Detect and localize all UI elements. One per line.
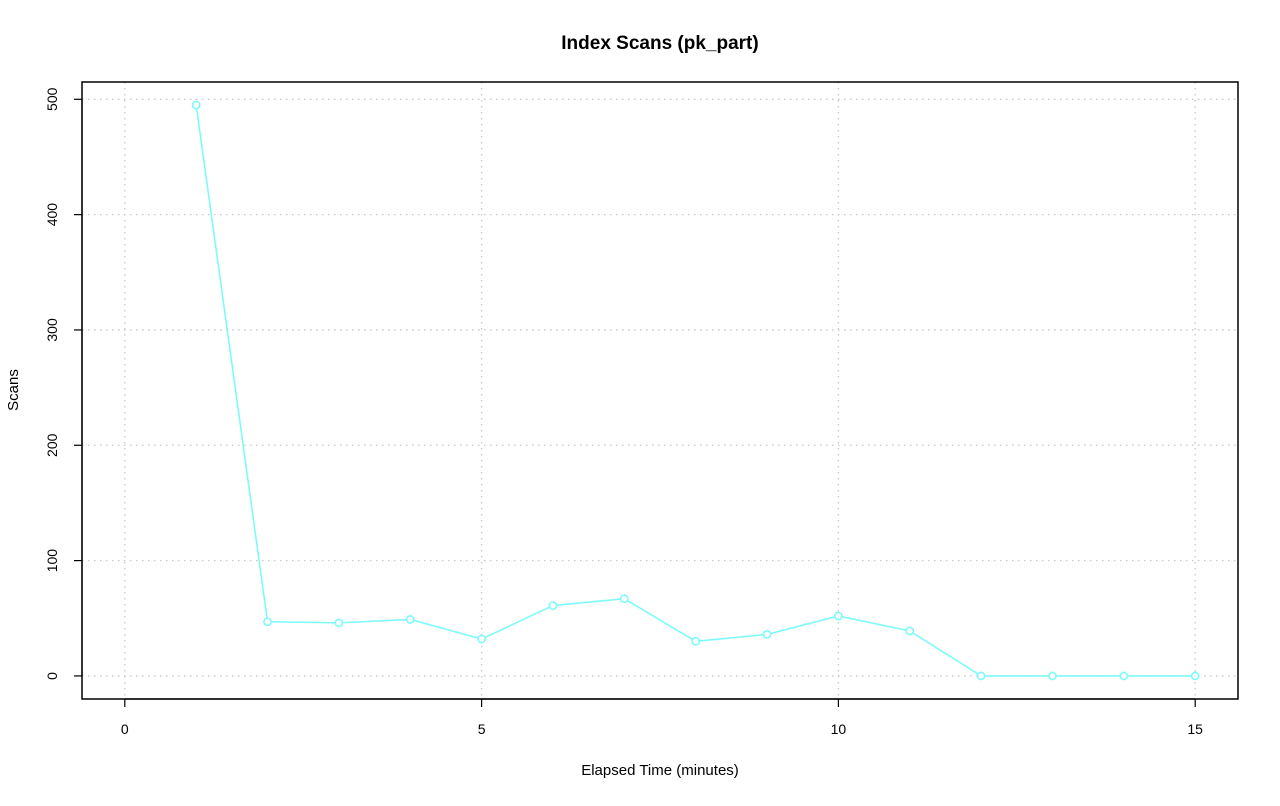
x-axis-label: Elapsed Time (minutes) [581,762,739,779]
y-tick-label: 500 [44,87,60,111]
y-tick-label: 200 [44,433,60,457]
data-point [1119,671,1129,681]
data-point [762,630,772,639]
data-point [548,601,558,610]
y-tick-label: 300 [44,318,60,342]
x-tick-label: 10 [831,721,847,737]
data-point [976,671,986,681]
x-tick-label: 0 [121,721,129,737]
grid [82,82,1238,699]
data-point [191,100,201,110]
data-point [905,626,915,636]
series-line-layer [195,104,1196,677]
y-axis-label: Scans [5,369,22,411]
series-line [195,104,1196,677]
data-point [1190,671,1200,681]
x-tick-label: 15 [1187,721,1203,737]
data-point [334,618,344,628]
y-axis: 0 100 200 300 400 500 [44,87,83,680]
data-point [691,636,701,646]
data-point [405,615,415,624]
data-point [1048,671,1057,681]
plot-frame [81,81,1239,700]
y-tick-label: 0 [44,672,60,680]
data-point [263,617,272,627]
data-points-layer [191,100,1200,681]
data-point [477,634,487,644]
chart-title: Index Scans (pk_part) [561,33,758,54]
y-tick-label: 100 [44,549,60,573]
y-tick-label: 400 [44,203,60,227]
data-point [619,594,629,604]
data-point [833,611,843,621]
x-tick-label: 5 [478,721,486,737]
x-axis: 0 5 10 15 [121,698,1203,737]
